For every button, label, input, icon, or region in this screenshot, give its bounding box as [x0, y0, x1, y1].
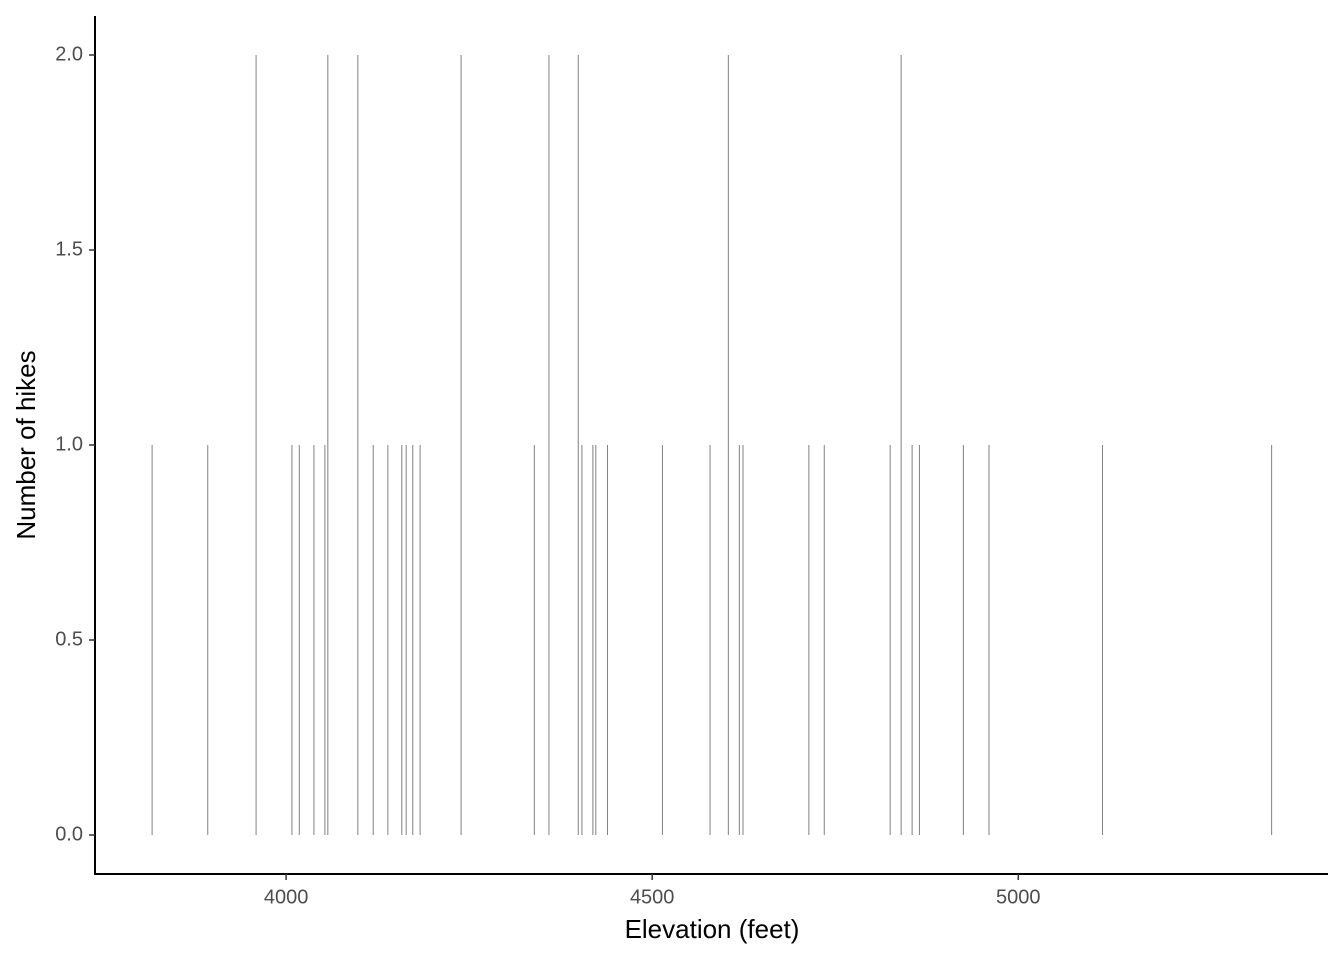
y-tick-label: 1.5: [55, 238, 83, 260]
x-tick-label: 4000: [264, 886, 309, 908]
x-axis-title: Elevation (feet): [625, 914, 800, 944]
y-tick-label: 2.0: [55, 43, 83, 65]
x-tick-label: 4500: [630, 886, 675, 908]
y-axis-title: Number of hikes: [11, 350, 41, 539]
y-tick-label: 1.0: [55, 433, 83, 455]
x-tick-label: 5000: [996, 886, 1041, 908]
y-tick-label: 0.0: [55, 823, 83, 845]
y-tick-label: 0.5: [55, 628, 83, 650]
